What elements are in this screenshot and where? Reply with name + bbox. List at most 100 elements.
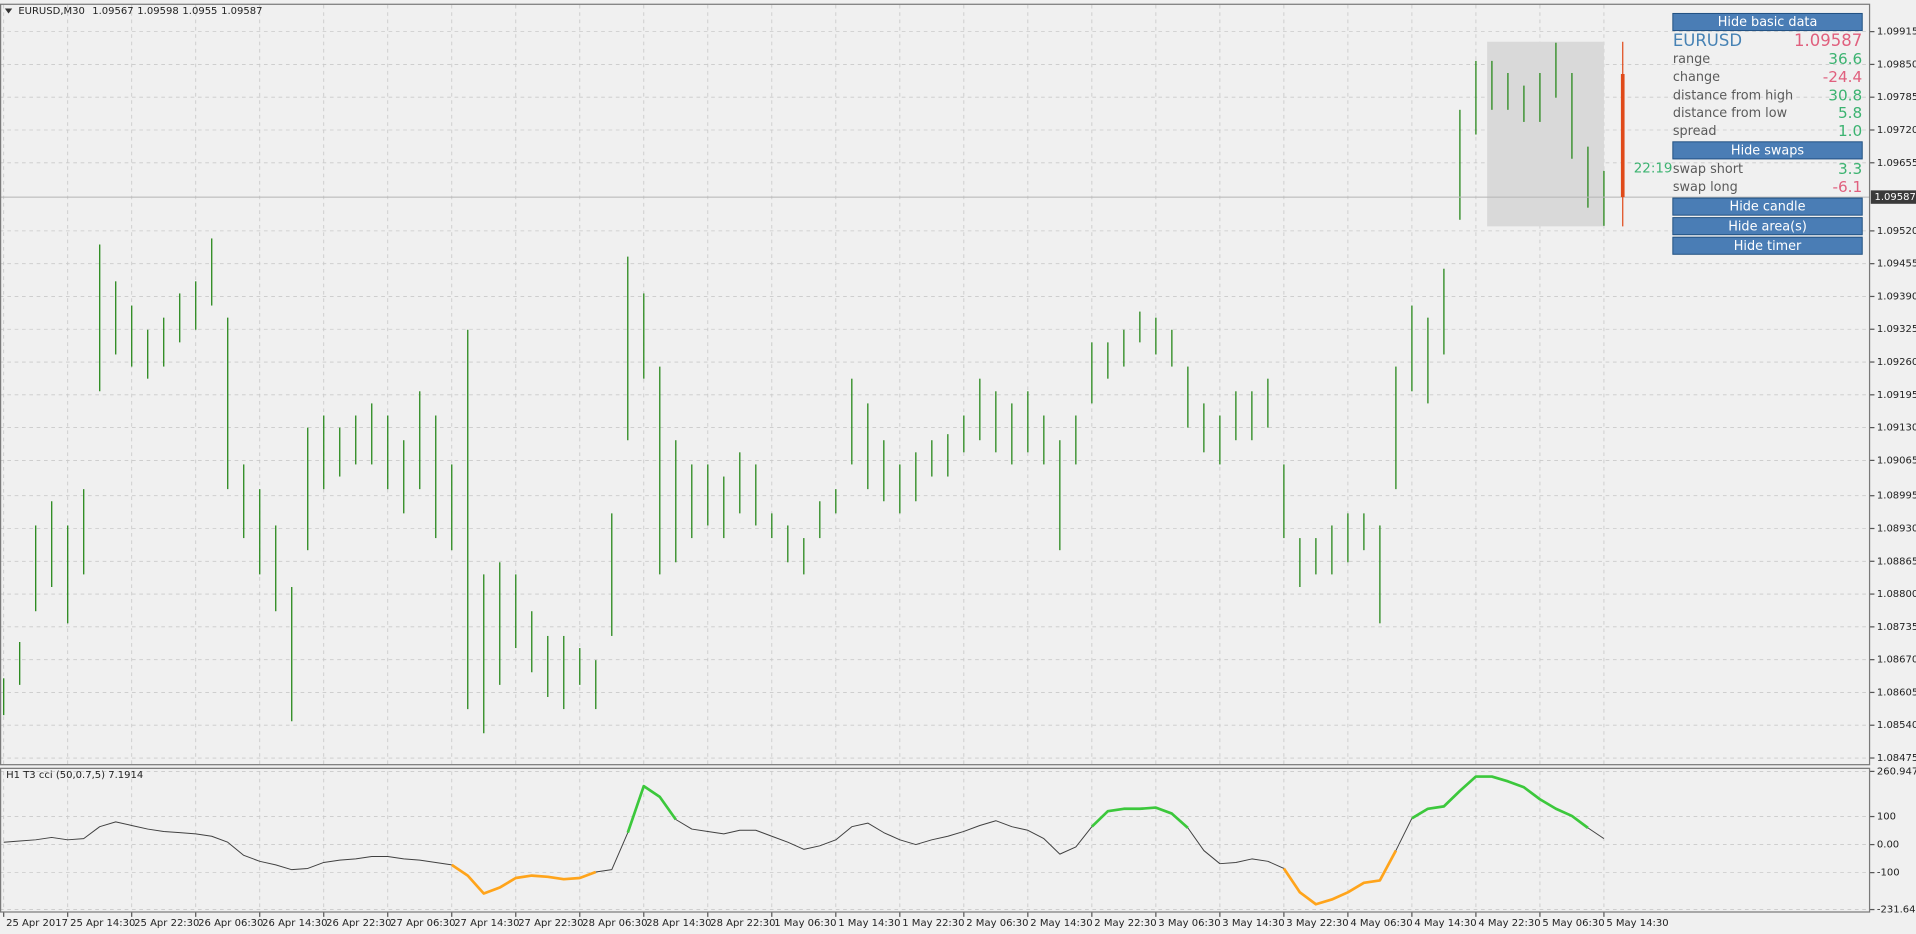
y-tick-label: 0.00 (1877, 840, 1899, 851)
panel-row-label: distance from high (1673, 88, 1793, 103)
x-tick-label: 3 May 22:30 (1286, 918, 1348, 929)
indicator-line (1411, 775, 1589, 829)
panel-row-value: 30.8 (1828, 86, 1862, 104)
day-candle-body (1620, 73, 1625, 198)
button-face[interactable] (1672, 197, 1863, 216)
panel-row-label: distance from low (1673, 106, 1787, 121)
toggle-button[interactable]: Hide timer (1672, 236, 1863, 255)
button-label[interactable]: Hide basic data (1718, 15, 1818, 30)
panel-row-value: -24.4 (1823, 68, 1862, 86)
y-tick-label: 1.09785 (1877, 92, 1916, 103)
main-pane-frame (0, 3, 1871, 766)
ohlc-value: 1.09598 (137, 6, 178, 17)
x-tick-label: 28 Apr 22:30 (710, 918, 775, 929)
indicator-pane-frame (0, 767, 1871, 913)
y-tick-label: 1.09520 (1877, 226, 1916, 237)
button-face[interactable] (1672, 236, 1863, 255)
y-tick-label: 1.09260 (1877, 357, 1916, 368)
y-tick-label: 1.08475 (1877, 753, 1916, 764)
button-label[interactable]: Hide swaps (1731, 143, 1804, 158)
button-face[interactable] (1672, 141, 1863, 160)
x-tick-label: 26 Apr 22:30 (326, 918, 391, 929)
x-tick-label: 27 Apr 06:30 (390, 918, 455, 929)
indicator-line (1282, 849, 1398, 906)
panel-row-label: range (1673, 52, 1710, 67)
y-tick-label: 1.09390 (1877, 291, 1916, 302)
x-tick-label: 3 May 06:30 (1158, 918, 1220, 929)
toggle-button[interactable]: Hide area(s) (1672, 217, 1863, 236)
panel-price: 1.09587 (1794, 31, 1862, 50)
y-tick-label: 1.09195 (1877, 390, 1916, 401)
ohlc-value: 1.09587 (221, 6, 262, 17)
button-label[interactable]: Hide area(s) (1728, 219, 1807, 234)
x-tick-label: 5 May 14:30 (1606, 918, 1668, 929)
panel-row-value: 36.6 (1828, 50, 1862, 68)
ohlc-value: 1.0955 (182, 6, 217, 17)
y-tick-label: 1.09850 (1877, 59, 1916, 70)
toggle-button[interactable]: Hide candle (1672, 197, 1863, 216)
panel-row-label: change (1673, 70, 1720, 85)
y-tick-label: 260.9475 (1877, 766, 1916, 777)
x-tick-label: 4 May 14:30 (1414, 918, 1476, 929)
x-tick-label: 1 May 22:30 (902, 918, 964, 929)
indicator-line (451, 863, 597, 895)
x-tick-label: 5 May 06:30 (1542, 918, 1604, 929)
indicator-line (1187, 827, 1285, 869)
timer: 22:19 (1634, 162, 1673, 177)
panel-row-label: swap short (1673, 162, 1743, 177)
indicator-line (1090, 806, 1189, 829)
y-tick-label: 1.09720 (1877, 125, 1916, 136)
indicator-line (675, 819, 1093, 855)
indicator-line (1395, 818, 1413, 851)
button-label[interactable]: Hide timer (1734, 239, 1802, 254)
x-tick-label: 27 Apr 22:30 (518, 918, 583, 929)
bid-label: 1.09587 (1874, 192, 1915, 203)
button-face[interactable] (1672, 217, 1863, 236)
area (1487, 41, 1604, 227)
indicator-line (595, 832, 629, 873)
y-tick-label: 1.08995 (1877, 491, 1916, 502)
x-tick-label: 28 Apr 14:30 (646, 918, 711, 929)
panel-row-value: 5.8 (1838, 104, 1862, 122)
toggle-button[interactable]: Hide basic data (1672, 12, 1863, 32)
indicator-title: H1 T3 cci (50,0.7,5) 7.1914 (6, 770, 143, 781)
panel-row-value: 3.3 (1838, 160, 1862, 178)
x-tick-label: 28 Apr 06:30 (582, 918, 647, 929)
x-tick-label: 3 May 14:30 (1222, 918, 1284, 929)
y-tick-label: 1.09065 (1877, 455, 1916, 466)
toggle-button[interactable]: Hide swaps (1672, 141, 1863, 160)
panel-row-value: -6.1 (1832, 178, 1862, 196)
y-tick-label: -231.6435 (1877, 905, 1916, 916)
x-tick-label: 2 May 06:30 (966, 918, 1028, 929)
bid-label-box (1870, 190, 1916, 204)
y-tick-label: 1.09455 (1877, 259, 1916, 270)
x-tick-label: 26 Apr 14:30 (262, 918, 327, 929)
y-tick-label: 1.09655 (1877, 158, 1916, 169)
panel-row-label: spread (1673, 124, 1717, 139)
y-tick-label: 1.09325 (1877, 324, 1916, 335)
y-tick-label: 1.09915 (1877, 27, 1916, 38)
y-tick-label: 1.08670 (1877, 655, 1916, 666)
x-tick-label: 1 May 06:30 (774, 918, 836, 929)
y-tick-label: 1.08865 (1877, 556, 1916, 567)
panel-row-label: swap long (1673, 180, 1738, 195)
indicator-line (3, 821, 452, 871)
x-tick-label: 1 May 14:30 (838, 918, 900, 929)
x-tick-label: 25 Apr 22:30 (134, 918, 199, 929)
y-tick-label: -100 (1877, 868, 1900, 879)
y-tick-label: 1.08930 (1877, 523, 1916, 534)
collapse-icon (4, 8, 13, 14)
y-tick-label: 100 (1877, 812, 1896, 823)
panel-symbol: EURUSD (1673, 31, 1742, 50)
x-tick-label: 27 Apr 14:30 (454, 918, 519, 929)
y-tick-label: 1.08800 (1877, 589, 1916, 600)
x-tick-label: 4 May 22:30 (1478, 918, 1540, 929)
y-tick-label: 1.08540 (1877, 720, 1916, 731)
panel-row-value: 1.0 (1838, 122, 1862, 140)
x-tick-label: 25 Apr 14:30 (70, 918, 135, 929)
button-label[interactable]: Hide candle (1730, 200, 1806, 215)
button-face[interactable] (1672, 12, 1863, 32)
